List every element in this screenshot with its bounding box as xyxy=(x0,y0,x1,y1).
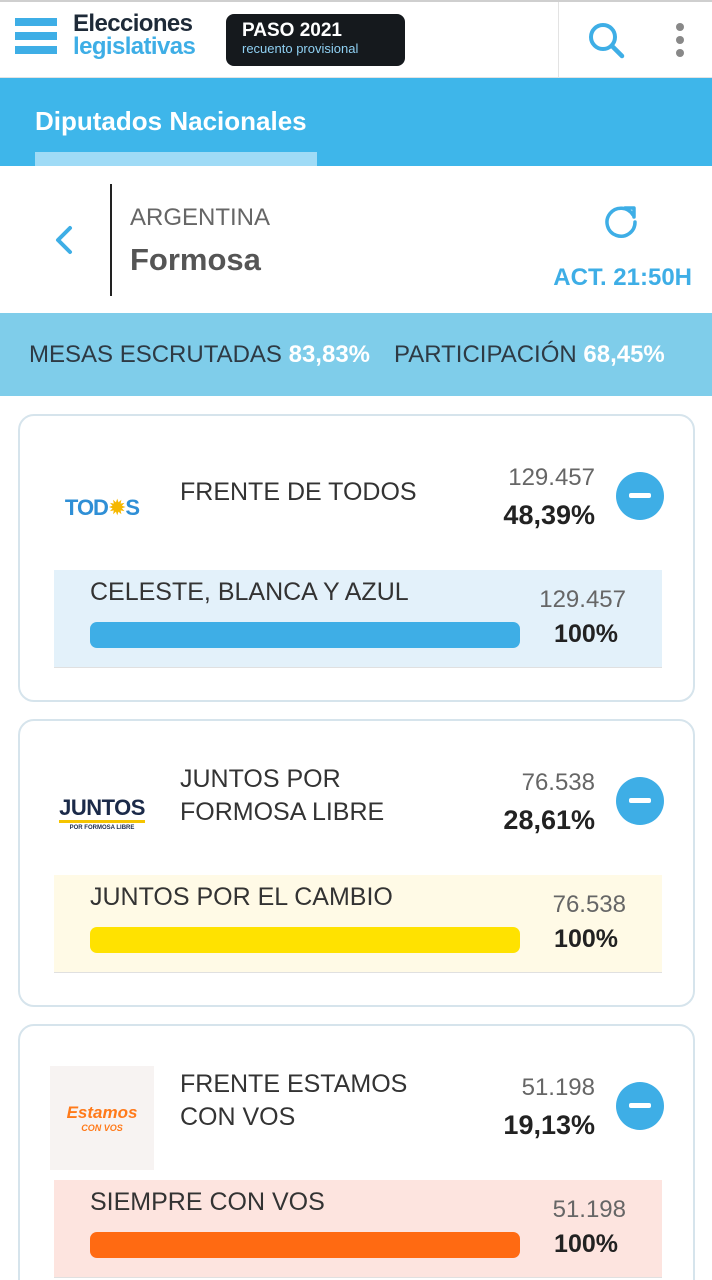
chevron-left-icon[interactable] xyxy=(48,222,82,258)
party-card: JUNTOS POR FORMOSA LIBRE JUNTOS POR FORM… xyxy=(18,719,695,1007)
logo-text: TOD xyxy=(64,495,109,520)
badge-title: PASO 2021 xyxy=(242,20,342,41)
list-row: JUNTOS POR EL CAMBIO 76.538 100% xyxy=(54,875,662,973)
list-bar-fill xyxy=(90,1232,520,1258)
more-vert-icon[interactable] xyxy=(668,20,692,60)
list-percent: 100% xyxy=(554,620,618,648)
party-name-line1: JUNTOS POR xyxy=(180,765,341,793)
party-votes: 51.198 xyxy=(521,1074,595,1101)
stat-participacion-value: 68,45% xyxy=(583,341,665,368)
stat-mesas: MESAS ESCRUTADAS 83,83% xyxy=(29,341,370,369)
party-name: FRENTE DE TODOS xyxy=(180,478,417,506)
party-name: FRENTE ESTAMOS CON VOS xyxy=(180,1068,460,1134)
stats-bar: MESAS ESCRUTADAS 83,83% PARTICIPACIÓN 68… xyxy=(0,313,712,396)
collapse-minus-icon[interactable] xyxy=(616,472,664,520)
stat-participacion: PARTICIPACIÓN 68,45% xyxy=(394,341,665,369)
top-hairline xyxy=(0,0,712,2)
list-row: SIEMPRE CON VOS 51.198 100% xyxy=(54,1180,662,1278)
party-percent: 48,39% xyxy=(503,500,595,530)
refresh-icon[interactable] xyxy=(600,200,642,242)
active-tab-indicator xyxy=(35,152,317,166)
list-percent: 100% xyxy=(554,1230,618,1258)
app-logo[interactable]: Elecciones legislativas xyxy=(73,10,196,60)
party-votes: 129.457 xyxy=(508,464,595,491)
party-logo-estamos: Estamos CON VOS xyxy=(50,1066,154,1170)
location-province: Formosa xyxy=(130,242,261,277)
party-name: JUNTOS POR FORMOSA LIBRE xyxy=(180,763,460,829)
party-name-line2: CON VOS xyxy=(180,1103,296,1131)
list-bar-fill xyxy=(90,622,520,648)
logo-text-end: S xyxy=(125,495,140,520)
search-icon[interactable] xyxy=(585,20,629,60)
list-votes: 129.457 xyxy=(539,586,626,613)
list-votes: 51.198 xyxy=(552,1196,626,1223)
party-card: TOD✹S FRENTE DE TODOS 129.457 48,39% CEL… xyxy=(18,414,695,702)
party-percent: 28,61% xyxy=(503,805,595,835)
party-percent: 19,13% xyxy=(503,1110,595,1140)
logo-subtext: POR FORMOSA LIBRE xyxy=(69,824,135,831)
logo-line1: Elecciones xyxy=(73,10,193,37)
stat-mesas-value: 83,83% xyxy=(288,341,371,368)
stat-mesas-label: MESAS ESCRUTADAS xyxy=(29,341,282,368)
party-logo-juntos: JUNTOS POR FORMOSA LIBRE xyxy=(50,761,154,865)
update-time: ACT. 21:50H xyxy=(553,264,692,291)
list-votes: 76.538 xyxy=(552,891,626,918)
menu-stripes-icon[interactable] xyxy=(15,18,57,54)
list-name: CELESTE, BLANCA Y AZUL xyxy=(90,578,409,606)
list-bar-track xyxy=(90,927,520,953)
party-card: Estamos CON VOS FRENTE ESTAMOS CON VOS 5… xyxy=(18,1024,695,1280)
party-name-line2: FORMOSA LIBRE xyxy=(180,798,385,826)
sun-icon: ✹ xyxy=(107,495,126,520)
logo-text: JUNTOS xyxy=(59,795,145,823)
top-bar: Elecciones legislativas PASO 2021 recuen… xyxy=(0,0,712,78)
list-row: CELESTE, BLANCA Y AZUL 129.457 100% xyxy=(54,570,662,668)
party-votes: 76.538 xyxy=(521,769,595,796)
location-divider xyxy=(110,184,112,296)
stat-participacion-label: PARTICIPACIÓN xyxy=(394,341,577,368)
list-name: JUNTOS POR EL CAMBIO xyxy=(90,883,393,911)
list-bar-fill xyxy=(90,927,520,953)
logo-subtext: CON VOS xyxy=(81,1123,123,1133)
category-bar: Diputados Nacionales xyxy=(0,78,712,166)
location-country: ARGENTINA xyxy=(130,204,271,231)
tab-diputados-nacionales[interactable]: Diputados Nacionales xyxy=(35,106,307,136)
collapse-minus-icon[interactable] xyxy=(616,777,664,825)
collapse-minus-icon[interactable] xyxy=(616,1082,664,1130)
location-header: ARGENTINA Formosa ACT. 21:50H xyxy=(0,166,712,312)
list-bar-track xyxy=(90,622,520,648)
badge-subtitle: recuento provisional xyxy=(242,41,359,56)
paso-badge: PASO 2021 recuento provisional xyxy=(226,14,405,66)
list-percent: 100% xyxy=(554,925,618,953)
logo-text: Estamos xyxy=(66,1103,138,1122)
list-name: SIEMPRE CON VOS xyxy=(90,1188,325,1216)
party-logo-todos: TOD✹S xyxy=(50,456,154,560)
logo-line2: legislativas xyxy=(73,33,196,60)
party-name-line1: FRENTE ESTAMOS xyxy=(180,1070,408,1098)
list-bar-track xyxy=(90,1232,520,1258)
header-divider xyxy=(558,2,559,78)
